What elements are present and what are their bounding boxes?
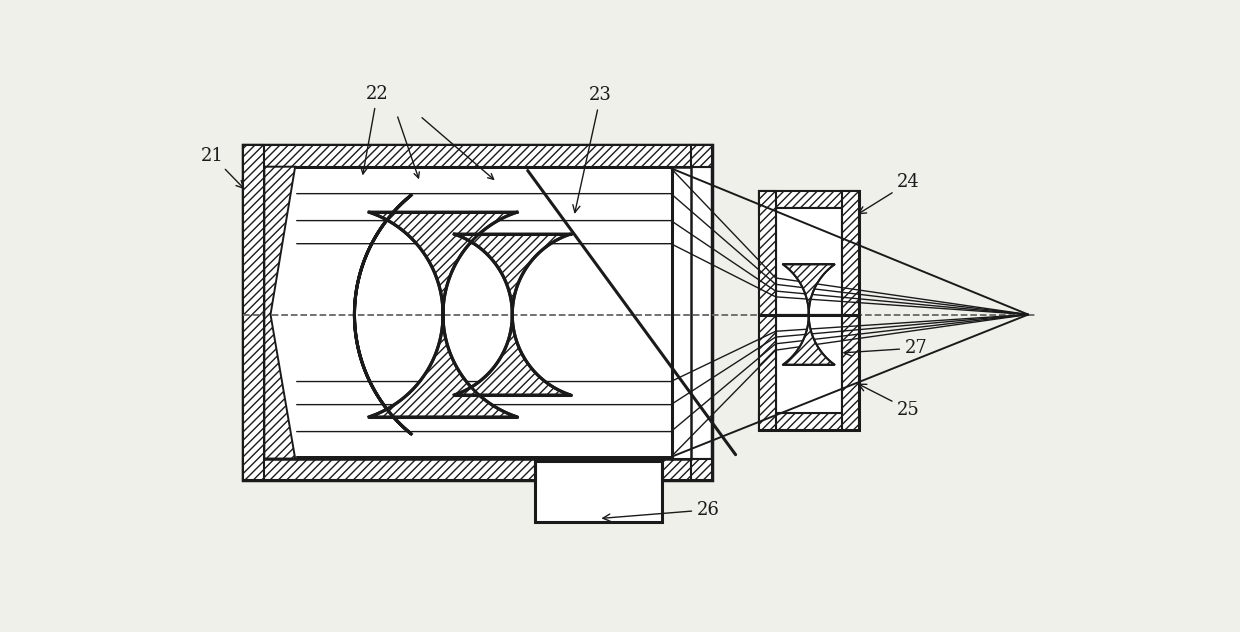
Bar	[536, 461, 662, 523]
Text: 25: 25	[859, 384, 920, 418]
Bar	[691, 459, 713, 480]
Bar	[776, 315, 842, 413]
Polygon shape	[368, 212, 517, 417]
Bar	[264, 167, 691, 459]
Bar	[243, 145, 713, 167]
Bar	[243, 145, 264, 480]
Bar	[842, 191, 859, 430]
Text: 24: 24	[858, 174, 920, 214]
Bar	[691, 145, 713, 167]
Text: 23: 23	[573, 87, 613, 212]
Text: 22: 22	[361, 85, 389, 174]
Bar	[759, 413, 859, 430]
Polygon shape	[784, 264, 835, 365]
Bar	[759, 191, 859, 209]
Text: 21: 21	[201, 147, 243, 188]
Polygon shape	[264, 167, 295, 459]
Text: 26: 26	[603, 501, 720, 521]
Bar	[243, 145, 713, 480]
Bar	[759, 191, 776, 430]
Polygon shape	[454, 234, 570, 395]
Bar	[243, 459, 713, 480]
Polygon shape	[355, 195, 412, 434]
Bar	[759, 191, 859, 430]
Bar	[776, 209, 842, 315]
Text: 27: 27	[844, 339, 928, 357]
